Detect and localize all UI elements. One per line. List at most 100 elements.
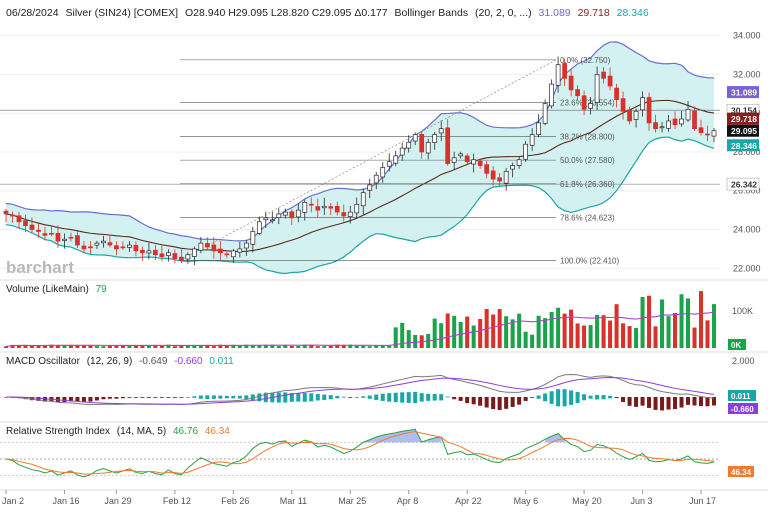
macd-histogram-bar <box>575 392 580 403</box>
x-tick-label: Jan 29 <box>104 496 131 506</box>
volume-bar <box>16 345 22 348</box>
macd-histogram-bar <box>231 395 236 399</box>
candle-body <box>315 206 321 211</box>
candle-body <box>360 192 366 207</box>
volume-badge: 0K <box>731 341 741 350</box>
volume-bar <box>705 320 710 348</box>
macd-histogram-bar <box>250 394 255 401</box>
candle-body <box>458 153 464 157</box>
candle-body <box>555 64 561 86</box>
candle-body <box>419 133 425 153</box>
candle-body <box>192 248 197 257</box>
bollinger-fill <box>6 41 714 274</box>
candlesticks <box>3 56 717 266</box>
volume-bar <box>698 291 704 348</box>
volume-bars <box>3 291 717 348</box>
volume-bar <box>127 345 132 348</box>
x-tick-label: Apr 22 <box>455 496 482 506</box>
macd-histogram-bar <box>445 396 450 398</box>
macd-histogram-bar <box>237 395 242 399</box>
candle-body <box>3 210 9 215</box>
candle-body <box>334 205 340 213</box>
volume-bar <box>614 304 619 348</box>
candle-body <box>179 256 184 261</box>
candle-body <box>81 245 87 250</box>
candle-body <box>211 244 217 252</box>
candle-body <box>601 71 606 79</box>
x-tick-label: May 6 <box>514 496 539 506</box>
candle-body <box>464 155 470 163</box>
candle-body <box>620 98 626 112</box>
macd-histogram-bar <box>114 397 119 399</box>
x-tick-label: Apr 8 <box>397 496 419 506</box>
candle-body <box>484 164 490 174</box>
macd-histogram-bar <box>335 395 340 399</box>
candle-body <box>120 246 126 249</box>
macd-histogram-bar <box>244 395 249 400</box>
volume-bar <box>640 296 645 348</box>
volume-bar <box>159 345 164 348</box>
macd-histogram-bar <box>588 395 593 399</box>
volume-bar <box>666 316 671 348</box>
macd-histogram-bar <box>309 393 314 402</box>
macd-histogram-bar <box>419 393 424 402</box>
candle-body <box>347 211 353 218</box>
candle-body <box>516 159 522 166</box>
rsi-title: Relative Strength Index (14, MA, 5) 46.7… <box>6 426 230 437</box>
volume-bar <box>231 344 236 348</box>
volume-bar <box>478 319 483 348</box>
volume-bar <box>88 345 93 348</box>
macd-histogram-bar <box>36 397 41 401</box>
candle-body <box>250 231 256 245</box>
price-badge-bg <box>727 139 759 152</box>
candle-body <box>438 128 444 134</box>
candle-body <box>341 212 347 217</box>
macd-v2: -0.660 <box>174 356 203 367</box>
candle-body <box>581 95 587 110</box>
macd-histogram-bar <box>88 397 93 402</box>
volume-bar <box>250 344 255 348</box>
macd-histogram-bar <box>367 395 372 399</box>
volume-bar <box>569 309 574 348</box>
candle-body <box>88 246 93 249</box>
macd-histogram-bar <box>413 391 418 404</box>
candle-body <box>659 126 665 129</box>
volume-bar <box>244 344 249 348</box>
macd-histogram-bar <box>478 397 483 406</box>
rsi-badge: 46.34 <box>731 468 752 477</box>
macd-v3: 0.011 <box>209 356 234 367</box>
candle-body <box>627 109 632 122</box>
macd-badge-top: 0.011 <box>731 392 751 401</box>
volume-bar <box>621 323 626 348</box>
volume-bar <box>439 323 444 348</box>
candle-body <box>588 103 593 109</box>
macd-histogram-bar <box>601 395 606 400</box>
macd-signal-line <box>5 377 715 405</box>
volume-bar <box>29 346 34 348</box>
price-tick-label: 24.000 <box>733 225 761 235</box>
rsi-v1: 46.76 <box>173 426 198 437</box>
macd-histogram-bar <box>192 396 197 398</box>
candle-body <box>503 171 509 184</box>
volume-bar <box>140 345 145 348</box>
candle-body <box>62 238 67 241</box>
volume-bar <box>354 345 359 348</box>
volume-ma-line <box>5 311 715 347</box>
candle-body <box>159 253 165 258</box>
volume-bar <box>23 344 28 348</box>
price-badge: 26.342 <box>731 180 757 190</box>
macd-histogram-bar <box>296 393 301 402</box>
volume-bar <box>218 344 223 348</box>
volume-bar <box>36 345 41 348</box>
macd-histogram-bar <box>42 397 47 402</box>
x-tick-label: May 20 <box>572 496 602 506</box>
candle-body <box>243 242 249 249</box>
volume-bar <box>660 299 665 348</box>
rsi-title-text: Relative Strength Index <box>6 426 110 437</box>
volume-bar <box>523 331 528 348</box>
macd-histogram-bar <box>458 397 463 401</box>
macd-histogram-bar <box>387 393 392 402</box>
candle-body <box>302 202 308 213</box>
price-tick-label: 34.000 <box>733 31 761 41</box>
